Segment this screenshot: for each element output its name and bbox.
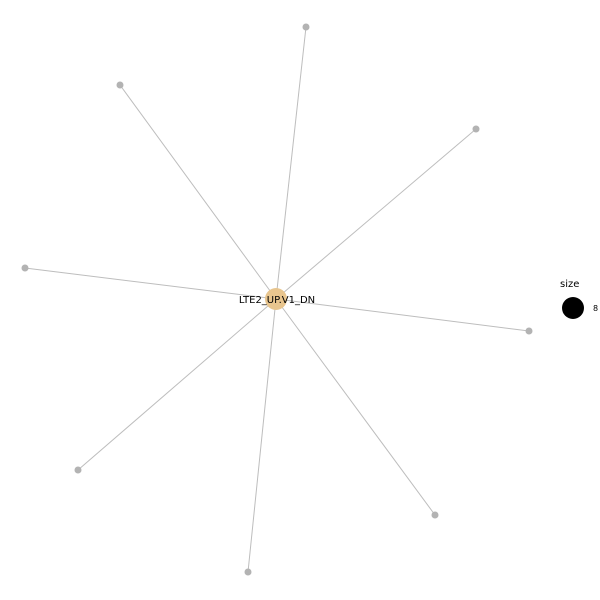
leaf-node[interactable] <box>472 125 480 133</box>
edge-group <box>24 26 530 573</box>
legend-size-dot <box>562 297 584 319</box>
edge <box>247 298 277 573</box>
legend-size-value: 8 <box>593 304 598 313</box>
leaf-node[interactable] <box>74 466 82 474</box>
hub-node[interactable] <box>265 288 287 310</box>
leaf-node[interactable] <box>21 264 29 272</box>
edge <box>119 84 277 300</box>
leaf-node[interactable] <box>116 81 124 89</box>
edge <box>24 267 277 300</box>
edge <box>275 128 477 300</box>
hub-node-label: LTE2_UP.V1_DN <box>239 295 315 306</box>
size-legend: size 8 <box>560 279 598 319</box>
leaf-node[interactable] <box>244 568 252 576</box>
leaf-node[interactable] <box>431 511 439 519</box>
edge <box>275 298 436 516</box>
legend-title: size <box>560 279 579 290</box>
edge <box>275 298 530 332</box>
leaf-node[interactable] <box>302 23 310 31</box>
edge <box>77 298 277 471</box>
leaf-node[interactable] <box>525 327 533 335</box>
edge <box>275 26 307 300</box>
node-group <box>21 23 533 576</box>
